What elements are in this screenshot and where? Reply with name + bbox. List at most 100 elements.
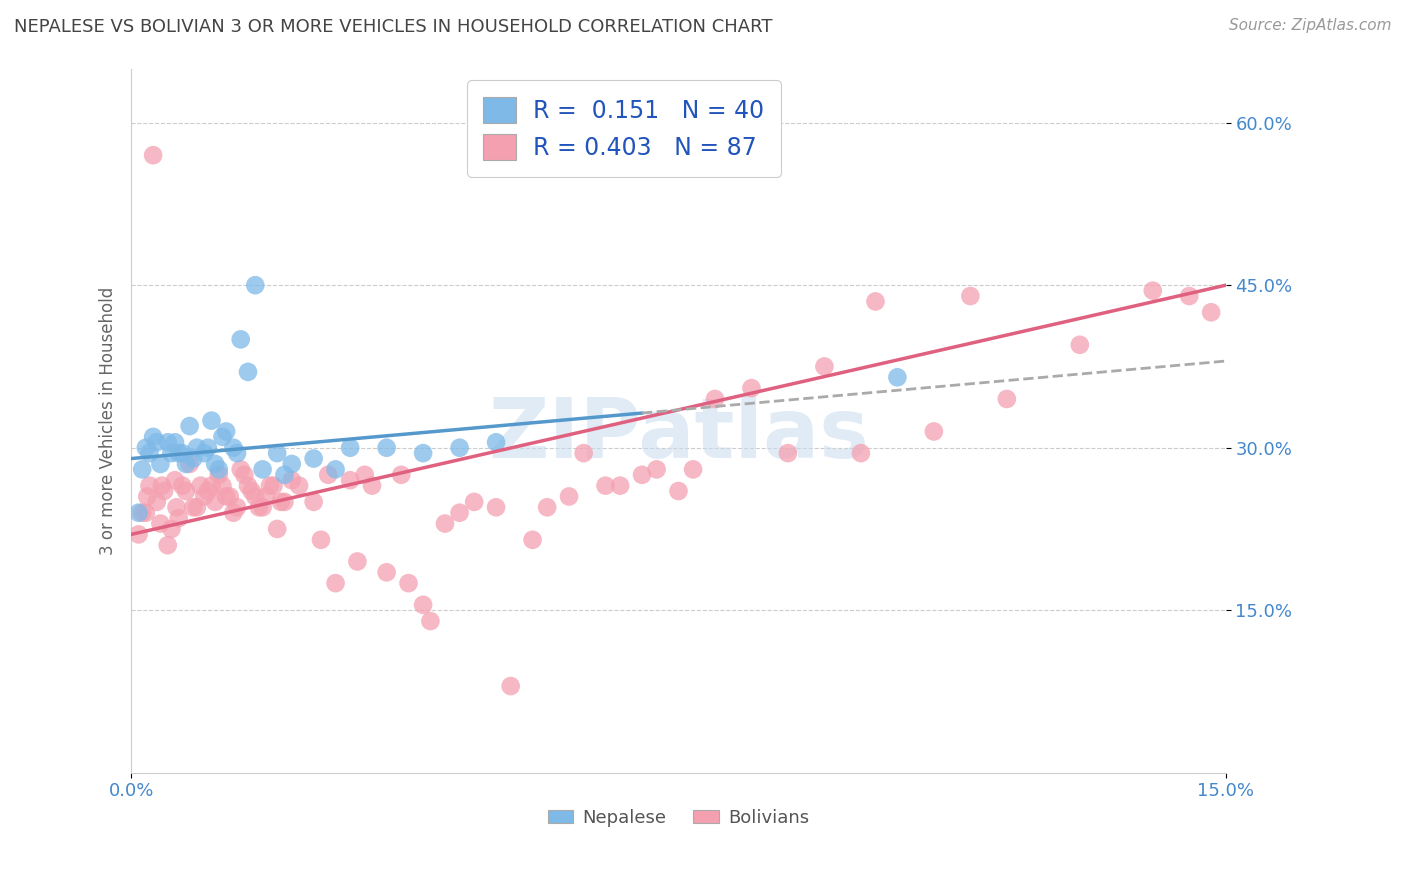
Point: [163, 473, 186, 487]
Point: [226, 446, 249, 460]
Point: [339, 473, 361, 487]
Point: [146, 495, 169, 509]
Point: [353, 467, 375, 482]
Point: [247, 500, 270, 515]
Point: [222, 506, 245, 520]
Point: [536, 500, 558, 515]
Point: [595, 478, 617, 492]
Point: [181, 451, 204, 466]
Point: [172, 478, 194, 492]
Point: [215, 425, 238, 439]
Point: [434, 516, 457, 531]
Point: [449, 506, 471, 520]
Point: [138, 446, 160, 460]
Point: [865, 294, 887, 309]
Point: [325, 576, 347, 591]
Point: [208, 462, 231, 476]
Point: [240, 484, 263, 499]
Point: [197, 484, 219, 499]
Point: [181, 500, 204, 515]
Point: [233, 467, 256, 482]
Legend: Nepalese, Bolivians: Nepalese, Bolivians: [541, 802, 815, 834]
Point: [156, 435, 179, 450]
Point: [346, 554, 368, 568]
Point: [522, 533, 544, 547]
Point: [1178, 289, 1201, 303]
Point: [174, 484, 197, 499]
Point: [200, 478, 222, 492]
Point: [211, 478, 233, 492]
Point: [631, 467, 654, 482]
Point: [208, 467, 231, 482]
Point: [128, 506, 150, 520]
Point: [236, 365, 259, 379]
Point: [204, 457, 226, 471]
Point: [186, 500, 208, 515]
Point: [245, 490, 267, 504]
Point: [172, 446, 194, 460]
Point: [222, 441, 245, 455]
Point: [398, 576, 420, 591]
Text: Source: ZipAtlas.com: Source: ZipAtlas.com: [1229, 18, 1392, 33]
Point: [174, 457, 197, 471]
Point: [339, 441, 361, 455]
Point: [959, 289, 981, 303]
Text: ZIPatlas: ZIPatlas: [488, 394, 869, 475]
Y-axis label: 3 or more Vehicles in Household: 3 or more Vehicles in Household: [100, 286, 117, 555]
Point: [886, 370, 908, 384]
Point: [375, 566, 398, 580]
Point: [160, 522, 183, 536]
Point: [1142, 284, 1164, 298]
Point: [463, 495, 485, 509]
Point: [273, 467, 295, 482]
Point: [179, 419, 201, 434]
Point: [609, 478, 631, 492]
Point: [146, 435, 169, 450]
Point: [204, 495, 226, 509]
Point: [166, 500, 188, 515]
Point: [485, 435, 508, 450]
Point: [179, 457, 201, 471]
Text: NEPALESE VS BOLIVIAN 3 OR MORE VEHICLES IN HOUSEHOLD CORRELATION CHART: NEPALESE VS BOLIVIAN 3 OR MORE VEHICLES …: [14, 18, 772, 36]
Point: [389, 467, 412, 482]
Point: [263, 478, 285, 492]
Point: [266, 446, 288, 460]
Point: [776, 446, 799, 460]
Point: [142, 148, 165, 162]
Point: [281, 473, 304, 487]
Point: [156, 538, 179, 552]
Point: [226, 500, 249, 515]
Point: [128, 527, 150, 541]
Point: [160, 446, 183, 460]
Point: [259, 478, 281, 492]
Point: [229, 462, 252, 476]
Point: [218, 490, 240, 504]
Point: [167, 511, 190, 525]
Point: [302, 451, 325, 466]
Point: [572, 446, 595, 460]
Point: [704, 392, 727, 406]
Point: [995, 392, 1018, 406]
Point: [485, 500, 508, 515]
Point: [150, 478, 173, 492]
Point: [163, 435, 186, 450]
Point: [254, 490, 277, 504]
Point: [645, 462, 668, 476]
Point: [142, 430, 165, 444]
Point: [186, 441, 208, 455]
Point: [740, 381, 762, 395]
Point: [245, 278, 267, 293]
Point: [135, 441, 157, 455]
Point: [193, 490, 215, 504]
Point: [419, 614, 441, 628]
Point: [309, 533, 332, 547]
Point: [252, 500, 274, 515]
Point: [281, 457, 304, 471]
Point: [135, 506, 157, 520]
Point: [236, 478, 259, 492]
Point: [273, 495, 295, 509]
Point: [325, 462, 347, 476]
Point: [190, 478, 212, 492]
Point: [499, 679, 522, 693]
Point: [361, 478, 384, 492]
